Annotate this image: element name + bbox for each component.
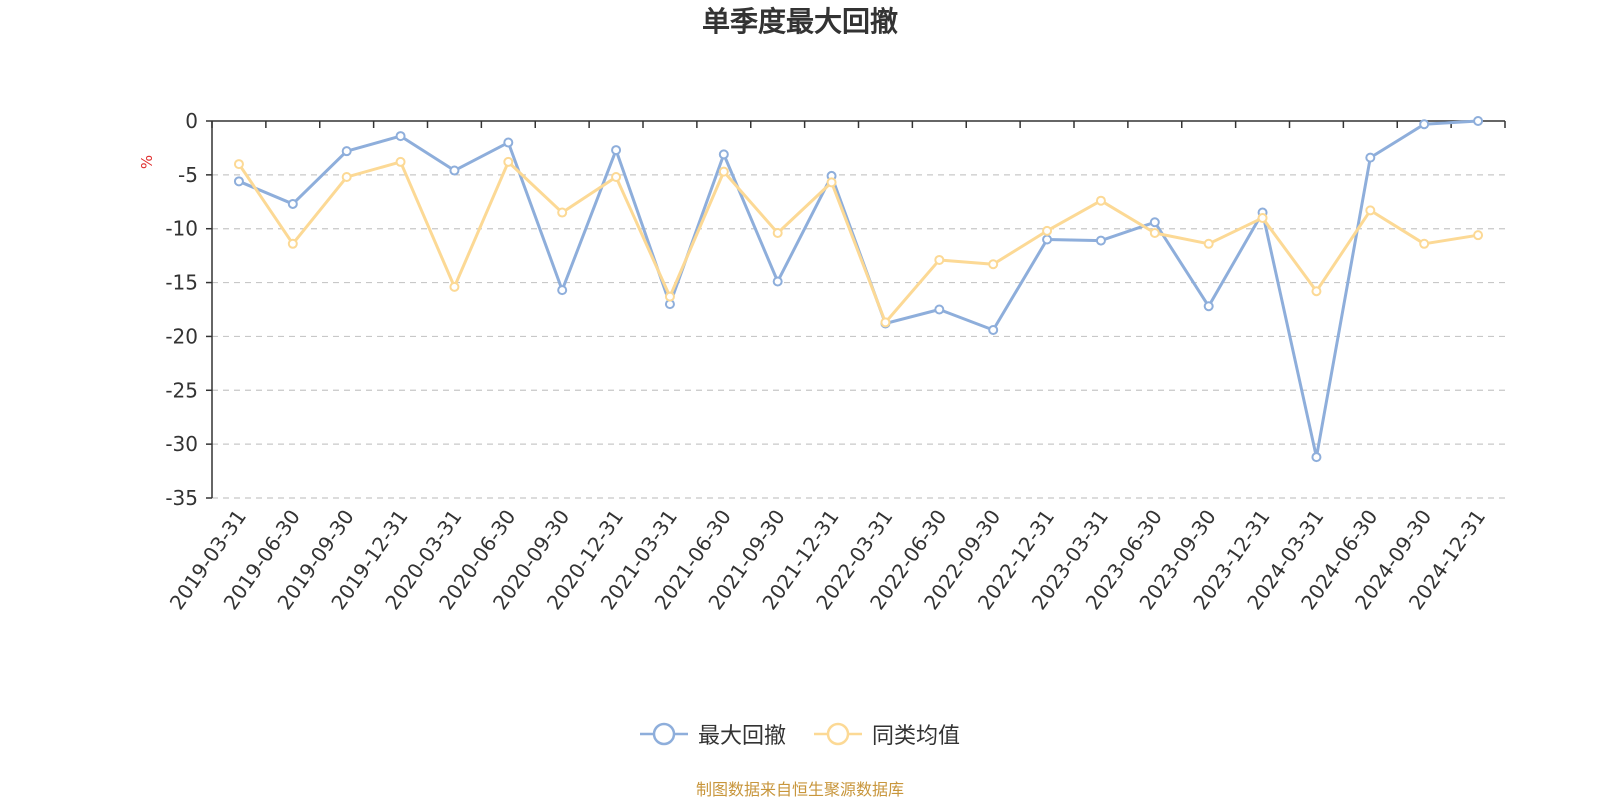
data-point[interactable]: [772, 228, 783, 239]
y-tick-label: 0: [185, 109, 198, 133]
data-point[interactable]: [1365, 152, 1376, 163]
data-point[interactable]: [449, 281, 460, 292]
legend-label: 同类均值: [872, 724, 961, 749]
data-point[interactable]: [1042, 234, 1053, 245]
data-point[interactable]: [611, 145, 622, 156]
y-axis-unit-label: %: [138, 155, 156, 169]
data-point[interactable]: [611, 172, 622, 183]
data-point[interactable]: [557, 207, 568, 218]
y-tick-label: -20: [165, 324, 198, 348]
data-point[interactable]: [826, 177, 837, 188]
chart-title: 单季度最大回撤: [701, 5, 898, 38]
y-tick-label: -35: [165, 486, 198, 510]
y-tick-label: -30: [165, 432, 198, 456]
data-point[interactable]: [664, 291, 675, 302]
data-point[interactable]: [1311, 452, 1322, 463]
data-point[interactable]: [503, 156, 514, 167]
data-point[interactable]: [718, 149, 729, 160]
data-point[interactable]: [287, 238, 298, 249]
data-point[interactable]: [1149, 217, 1160, 228]
data-point[interactable]: [1149, 228, 1160, 239]
data-point[interactable]: [1473, 230, 1484, 241]
data-point[interactable]: [557, 285, 568, 296]
data-point[interactable]: [233, 176, 244, 187]
legend: 最大回撤 同类均值: [0, 718, 1600, 750]
data-point[interactable]: [1419, 238, 1430, 249]
grid-lines: [212, 174, 1505, 499]
source-note: 制图数据来自恒生聚源数据库: [695, 780, 904, 799]
data-point[interactable]: [233, 159, 244, 170]
data-point[interactable]: [341, 172, 352, 183]
data-point[interactable]: [1203, 238, 1214, 249]
legend-item-0[interactable]: 最大回撤: [639, 718, 786, 750]
data-point[interactable]: [1311, 286, 1322, 297]
series-line-0: [238, 119, 1479, 459]
y-tick-label: -10: [165, 217, 198, 241]
data-point[interactable]: [395, 131, 406, 142]
data-point[interactable]: [503, 137, 514, 148]
data-point[interactable]: [1095, 195, 1106, 206]
legend-line-circle-icon: [814, 722, 862, 746]
y-tick-label: -25: [165, 378, 198, 402]
data-point[interactable]: [988, 259, 999, 270]
y-tick-label: -15: [165, 271, 198, 295]
data-point[interactable]: [1419, 119, 1430, 130]
data-point[interactable]: [1095, 235, 1106, 246]
data-point[interactable]: [934, 304, 945, 315]
data-point[interactable]: [449, 165, 460, 176]
series-lines: [233, 116, 1484, 463]
data-point[interactable]: [287, 198, 298, 209]
y-tick-label: -5: [178, 163, 198, 187]
data-point[interactable]: [395, 156, 406, 167]
data-point[interactable]: [880, 317, 891, 328]
data-point[interactable]: [934, 254, 945, 265]
data-point[interactable]: [718, 166, 729, 177]
data-point[interactable]: [341, 146, 352, 157]
data-point[interactable]: [1203, 301, 1214, 312]
legend-item-1[interactable]: 同类均值: [814, 718, 960, 750]
data-point[interactable]: [988, 324, 999, 335]
series-line-1: [237, 160, 1479, 324]
data-point[interactable]: [1365, 205, 1376, 216]
line-chart: 0-5-10-15-20-25-30-352019-03-312019-06-3…: [138, 109, 1506, 614]
data-point[interactable]: [1257, 212, 1268, 223]
legend-line-circle-icon: [639, 722, 688, 746]
data-point[interactable]: [1042, 225, 1053, 236]
data-point[interactable]: [1473, 116, 1484, 126]
data-point[interactable]: [772, 276, 783, 287]
legend-label: 最大回撤: [697, 724, 786, 749]
